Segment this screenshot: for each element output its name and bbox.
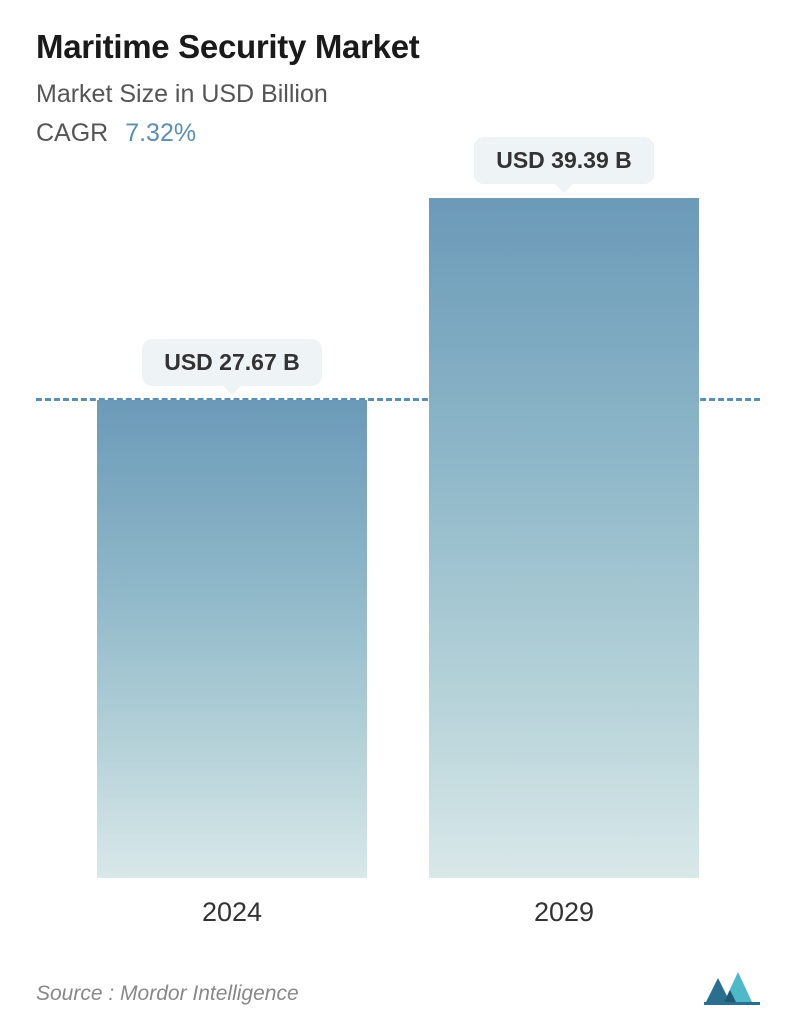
chart-subtitle: Market Size in USD Billion xyxy=(36,80,760,109)
x-axis-label: 2024 xyxy=(202,897,262,928)
source-attribution: Source : Mordor Intelligence xyxy=(36,982,299,1006)
chart-title: Maritime Security Market xyxy=(36,28,760,66)
value-badge: USD 27.67 B xyxy=(142,339,322,386)
chart-area: USD 27.67 B 2024 USD 39.39 B 2029 xyxy=(36,198,760,878)
x-axis-label: 2029 xyxy=(534,897,594,928)
bar-group-2029: USD 39.39 B 2029 xyxy=(429,137,699,878)
bars-wrapper: USD 27.67 B 2024 USD 39.39 B 2029 xyxy=(36,198,760,878)
mordor-logo-icon xyxy=(704,968,760,1006)
bar-group-2024: USD 27.67 B 2024 xyxy=(97,339,367,878)
bar xyxy=(429,198,699,878)
bar xyxy=(97,400,367,878)
cagr-value: 7.32% xyxy=(125,119,196,147)
chart-container: Maritime Security Market Market Size in … xyxy=(0,0,796,1034)
value-badge: USD 39.39 B xyxy=(474,137,654,184)
chart-footer: Source : Mordor Intelligence xyxy=(36,968,760,1006)
cagr-label: CAGR xyxy=(36,119,108,147)
